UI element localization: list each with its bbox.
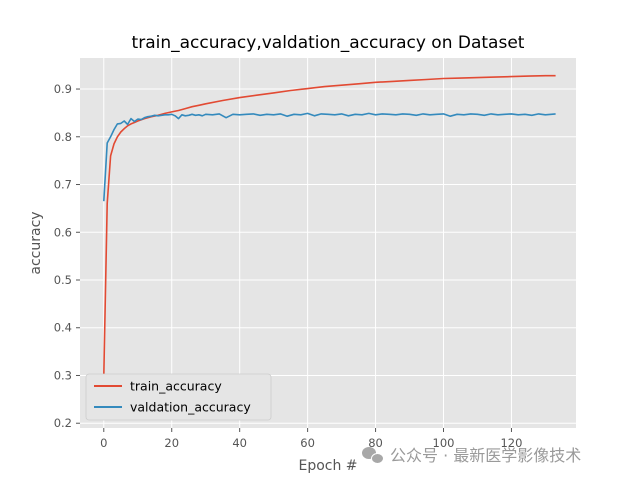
watermark: 公众号 · 最新医学影像技术 — [362, 442, 581, 466]
y-tick-label: 0.8 — [54, 130, 72, 144]
y-tick-label: 0.3 — [54, 368, 72, 382]
y-axis-ticks: 0.2 0.3 0.4 0.5 0.6 0.7 0.8 0.9 — [54, 82, 80, 430]
y-tick-label: 0.6 — [54, 225, 72, 239]
x-tick-label: 60 — [300, 436, 315, 450]
y-tick-label: 0.2 — [54, 416, 72, 430]
y-axis-label: accuracy — [28, 211, 44, 274]
watermark-text: 公众号 · 最新医学影像技术 — [390, 446, 581, 465]
x-tick-label: 40 — [232, 436, 247, 450]
legend-label-validation: valdation_accuracy — [130, 400, 251, 415]
y-tick-label: 0.5 — [54, 273, 72, 287]
legend: train_accuracy valdation_accuracy — [86, 374, 271, 420]
x-tick-label: 0 — [100, 436, 107, 450]
legend-label-train: train_accuracy — [130, 379, 222, 394]
y-tick-label: 0.7 — [54, 178, 72, 192]
y-tick-label: 0.9 — [54, 82, 72, 96]
chart-title: train_accuracy,valdation_accuracy on Dat… — [132, 33, 525, 53]
wechat-icon — [362, 447, 384, 463]
x-tick-label: 20 — [164, 436, 179, 450]
y-tick-label: 0.4 — [54, 321, 72, 335]
x-axis-label: Epoch # — [298, 458, 357, 474]
